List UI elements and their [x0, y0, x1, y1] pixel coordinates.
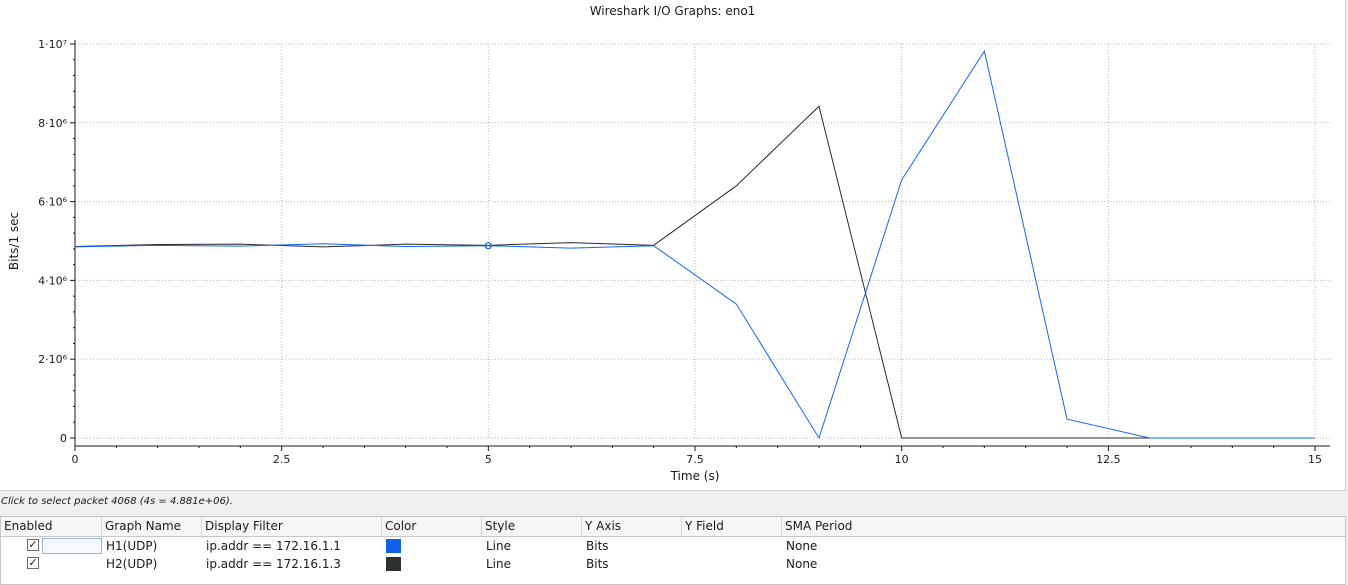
table-row[interactable]: ✓ H2(UDP) ip.addr == 172.16.1.3 Line Bit… [1, 555, 1345, 573]
enabled-checkbox[interactable]: ✓ [27, 556, 39, 569]
io-graph-plot-panel[interactable]: Wireshark I/O Graphs: eno1 0 2.5 5 7.5 10 12.… [0, 0, 1346, 491]
y-tick-label: 6·10⁶ [38, 196, 67, 209]
x-tick-label: 15 [1308, 453, 1322, 466]
table-row[interactable]: ✓ H1(UDP) ip.addr == 172.16.1.1 Line Bit… [1, 537, 1345, 555]
x-tick-label: 12.5 [1096, 453, 1121, 466]
x-tick-label: 7.5 [686, 453, 704, 466]
color-swatch[interactable] [386, 539, 401, 553]
selected-point-marker [484, 242, 492, 250]
sma-period-cell[interactable]: None [786, 539, 818, 553]
graph-name-cell[interactable]: H2(UDP) [106, 557, 158, 571]
io-graph-chart[interactable]: 0 2.5 5 7.5 10 12.5 15 0 2·10⁶ 4·10⁶ 6·10⁶ 8·10⁶ 1·1… [0, 0, 1345, 490]
display-filter-cell[interactable]: ip.addr == 172.16.1.3 [206, 557, 341, 571]
display-filter-cell[interactable]: ip.addr == 172.16.1.1 [206, 539, 341, 553]
color-swatch[interactable] [386, 557, 401, 571]
y-axis-cell[interactable]: Bits [586, 539, 609, 553]
enabled-checkbox[interactable]: ✓ [27, 538, 39, 551]
x-tick-label: 2.5 [273, 453, 291, 466]
x-tick-label: 5 [485, 453, 492, 466]
y-tick-label: 8·10⁶ [38, 117, 67, 130]
series-line [74, 49, 1315, 440]
graph-name-editor[interactable] [42, 538, 102, 554]
graph-title: Wireshark I/O Graphs: eno1 [589, 4, 756, 18]
y-tick-label: 2·10⁶ [38, 353, 67, 366]
style-cell[interactable]: Line [486, 557, 512, 571]
series-line [74, 105, 1315, 439]
column-header-y-axis[interactable]: Y Axis [582, 517, 682, 536]
graph-name-cell[interactable]: H1(UDP) [106, 539, 158, 553]
x-tick-label: 10 [895, 453, 909, 466]
y-axis-label: Bits/1 sec [7, 212, 21, 270]
column-header-graph-name[interactable]: Graph Name [102, 517, 202, 536]
column-header-color[interactable]: Color [382, 517, 482, 536]
x-axis-label: Time (s) [670, 469, 720, 483]
sma-period-cell[interactable]: None [786, 557, 818, 571]
y-tick-label: 0 [60, 432, 67, 445]
column-header-sma-period[interactable]: SMA Period [785, 519, 853, 533]
status-hint: Click to select packet 4068 (4s = 4.881e… [1, 496, 233, 507]
column-header-style[interactable]: Style [482, 517, 582, 536]
x-tick-label: 0 [72, 453, 79, 466]
style-cell[interactable]: Line [486, 539, 512, 553]
column-header-y-field[interactable]: Y Field [682, 517, 782, 536]
graphs-table[interactable]: Enabled Graph Name Display Filter Color … [0, 516, 1346, 585]
y-axis-cell[interactable]: Bits [586, 557, 609, 571]
y-tick-label: 4·10⁶ [38, 274, 67, 287]
y-tick-label: 1·10⁷ [38, 38, 67, 51]
column-header-display-filter[interactable]: Display Filter [202, 517, 382, 536]
column-header-enabled[interactable]: Enabled [1, 517, 102, 536]
table-header: Enabled Graph Name Display Filter Color … [1, 517, 1345, 537]
